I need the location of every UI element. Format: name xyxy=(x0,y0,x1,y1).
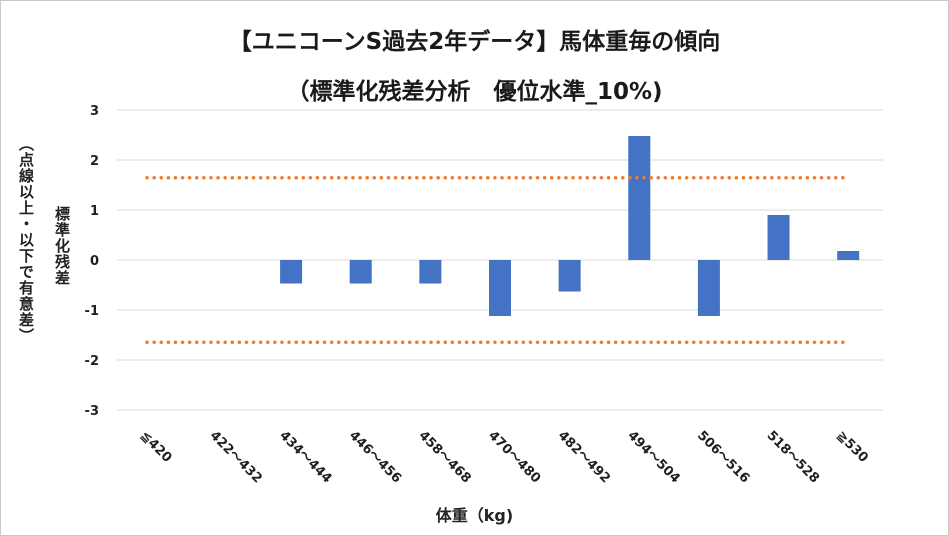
chart-subtitle: （標準化残差分析 優位水準_10%) xyxy=(286,79,663,105)
x-tick-label: ≧530 xyxy=(833,428,870,465)
x-tick-label: ≦420 xyxy=(137,428,174,465)
y-axis-label: 標準化残差 xyxy=(53,206,71,286)
bar xyxy=(349,260,372,284)
bar xyxy=(558,260,581,292)
x-tick-label: 470～480 xyxy=(485,428,543,486)
y-tick-label: 2 xyxy=(90,154,99,169)
y-axis-note: （点線以上・以下で有意差） xyxy=(17,136,35,344)
x-tick-label: 506～516 xyxy=(694,428,752,486)
x-axis-label: 体重（kg) xyxy=(435,506,514,525)
chart-title: 【ユニコーンS過去2年データ】馬体重毎の傾向 xyxy=(228,29,721,55)
x-tick-label: 482～492 xyxy=(555,428,613,486)
x-tick-label: 518～528 xyxy=(764,428,822,486)
y-tick-label: 3 xyxy=(90,104,99,119)
y-tick-label: -1 xyxy=(85,304,99,319)
x-tick-label: 494～504 xyxy=(624,428,682,486)
bar xyxy=(280,260,303,284)
bar xyxy=(767,215,790,260)
x-tick-label: 458～468 xyxy=(416,428,474,486)
bar xyxy=(628,136,651,260)
y-tick-label: 1 xyxy=(90,204,99,219)
bar xyxy=(419,260,442,284)
y-tick-label: 0 xyxy=(90,254,99,269)
x-tick-label: 446～456 xyxy=(346,428,404,486)
bar xyxy=(837,251,860,260)
bar xyxy=(697,260,720,316)
y-tick-label: -2 xyxy=(85,354,99,369)
y-tick-label: -3 xyxy=(85,404,99,419)
bar xyxy=(489,260,511,316)
x-tick-label: 422～432 xyxy=(207,428,265,486)
x-tick-label: 434～444 xyxy=(276,428,334,486)
